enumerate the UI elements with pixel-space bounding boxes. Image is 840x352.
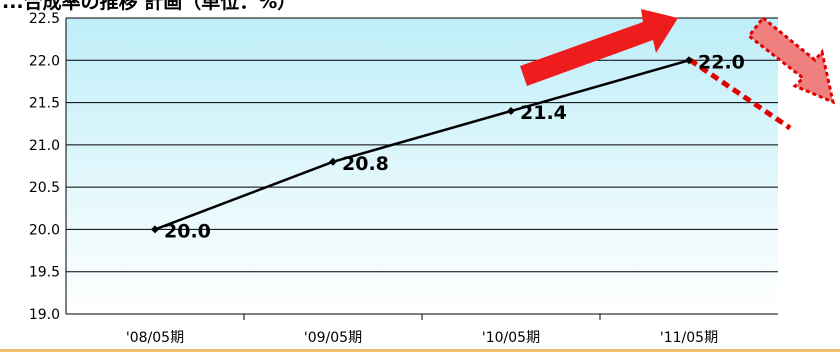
chart-title: ...合成率の推移 計画（単位：%） [2, 0, 296, 13]
data-points [151, 56, 693, 234]
y-tick-label: 20.5 [29, 180, 60, 196]
y-tick-label: 21.0 [29, 138, 60, 154]
y-tick-label: 21.5 [29, 96, 60, 112]
data-point [685, 56, 693, 65]
up-trend-arrow [520, 9, 678, 86]
data-label: 20.0 [164, 220, 211, 242]
x-tick-label: '11/05期 [660, 330, 718, 346]
y-axis-ticks: 19.0 19.5 20.0 20.5 21.0 21.5 22.0 22.5 [29, 11, 60, 323]
down-trend-arrow [746, 15, 836, 105]
data-point [507, 107, 515, 116]
y-tick-label: 19.5 [29, 265, 60, 281]
y-tick-label: 19.0 [29, 307, 60, 323]
data-label: 21.4 [520, 102, 567, 124]
x-tick-label: '09/05期 [304, 330, 362, 346]
bottom-rule [0, 349, 840, 352]
data-point [329, 157, 337, 166]
series-polyline [154, 59, 690, 231]
forecast-dashed-line [688, 57, 792, 131]
axes [65, 18, 778, 320]
y-tick-label: 20.0 [29, 222, 60, 238]
x-axis-ticks: '08/05期 '09/05期 '10/05期 '11/05期 [126, 330, 718, 346]
y-tick-label: 22.0 [29, 53, 60, 69]
data-labels: 20.0 20.8 21.4 22.0 [164, 51, 745, 242]
data-label: 22.0 [698, 51, 745, 73]
y-tick-label: 22.5 [29, 11, 60, 27]
x-tick-label: '08/05期 [126, 330, 184, 346]
plot-area [66, 18, 778, 314]
series-line [154, 59, 690, 231]
data-label: 20.8 [342, 153, 389, 175]
x-tick-label: '10/05期 [482, 330, 540, 346]
data-point [151, 225, 159, 234]
